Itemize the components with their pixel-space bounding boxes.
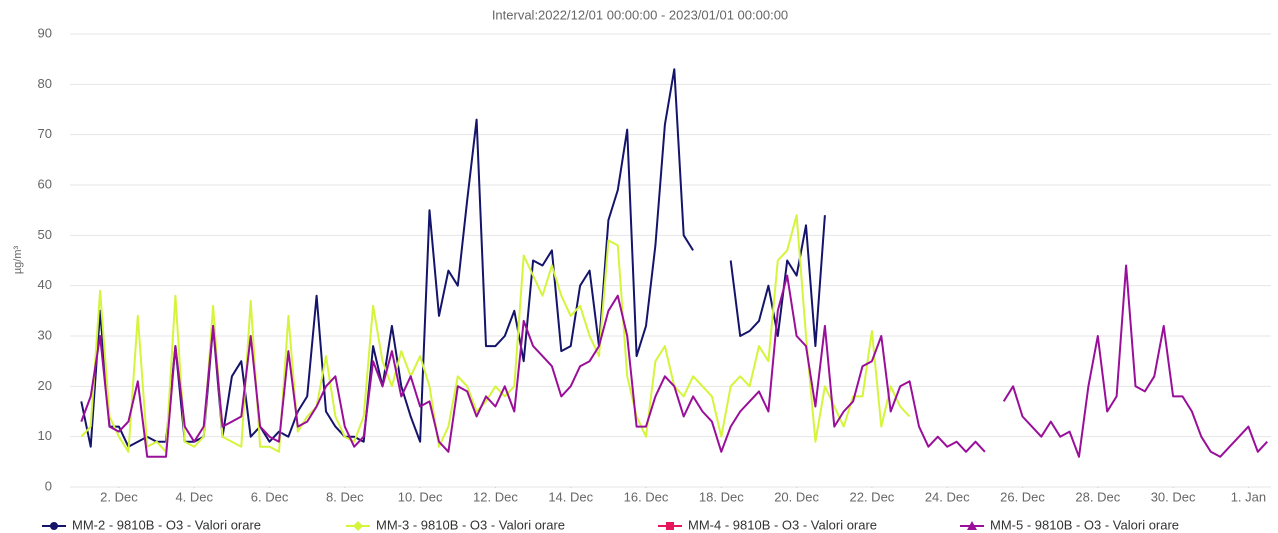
x-tick-label: 22. Dec [850, 489, 895, 504]
x-tick-label: 26. Dec [1000, 489, 1045, 504]
y-tick-label: 20 [38, 378, 52, 393]
y-axis-label: µg/m³ [12, 245, 24, 274]
x-tick-label: 20. Dec [774, 489, 819, 504]
series-line [80, 274, 986, 458]
y-tick-label: 10 [38, 428, 52, 443]
x-tick-label: 10. Dec [398, 489, 443, 504]
x-tick-label: 24. Dec [925, 489, 970, 504]
legend-label: MM-3 - 9810B - O3 - Valori orare [376, 517, 565, 532]
legend-marker [666, 522, 674, 530]
x-tick-label: 6. Dec [251, 489, 289, 504]
legend-marker [50, 522, 58, 530]
y-tick-label: 80 [38, 76, 52, 91]
x-tick-label: 8. Dec [326, 489, 364, 504]
series-line [80, 68, 694, 448]
y-tick-label: 50 [38, 227, 52, 242]
x-tick-label: 16. Dec [624, 489, 669, 504]
x-tick-label: 4. Dec [175, 489, 213, 504]
y-tick-label: 70 [38, 126, 52, 141]
x-tick-label: 12. Dec [473, 489, 518, 504]
x-tick-label: 1. Jan [1231, 489, 1266, 504]
legend-marker [353, 521, 363, 531]
legend-label: MM-2 - 9810B - O3 - Valori orare [72, 517, 261, 532]
x-tick-label: 14. Dec [548, 489, 593, 504]
legend-marker [967, 521, 977, 530]
x-tick-label: 2. Dec [100, 489, 138, 504]
chart-title: Interval:2022/12/01 00:00:00 - 2023/01/0… [492, 7, 788, 22]
x-tick-label: 30. Dec [1151, 489, 1196, 504]
y-tick-label: 60 [38, 176, 52, 191]
series-line [729, 215, 826, 348]
y-tick-label: 0 [45, 478, 52, 493]
y-tick-label: 90 [38, 25, 52, 40]
y-tick-label: 30 [38, 327, 52, 342]
x-tick-label: 28. Dec [1075, 489, 1120, 504]
x-tick-label: 18. Dec [699, 489, 744, 504]
legend-label: MM-5 - 9810B - O3 - Valori orare [990, 517, 1179, 532]
legend-label: MM-4 - 9810B - O3 - Valori orare [688, 517, 877, 532]
series-line [1002, 264, 1268, 458]
y-tick-label: 40 [38, 277, 52, 292]
